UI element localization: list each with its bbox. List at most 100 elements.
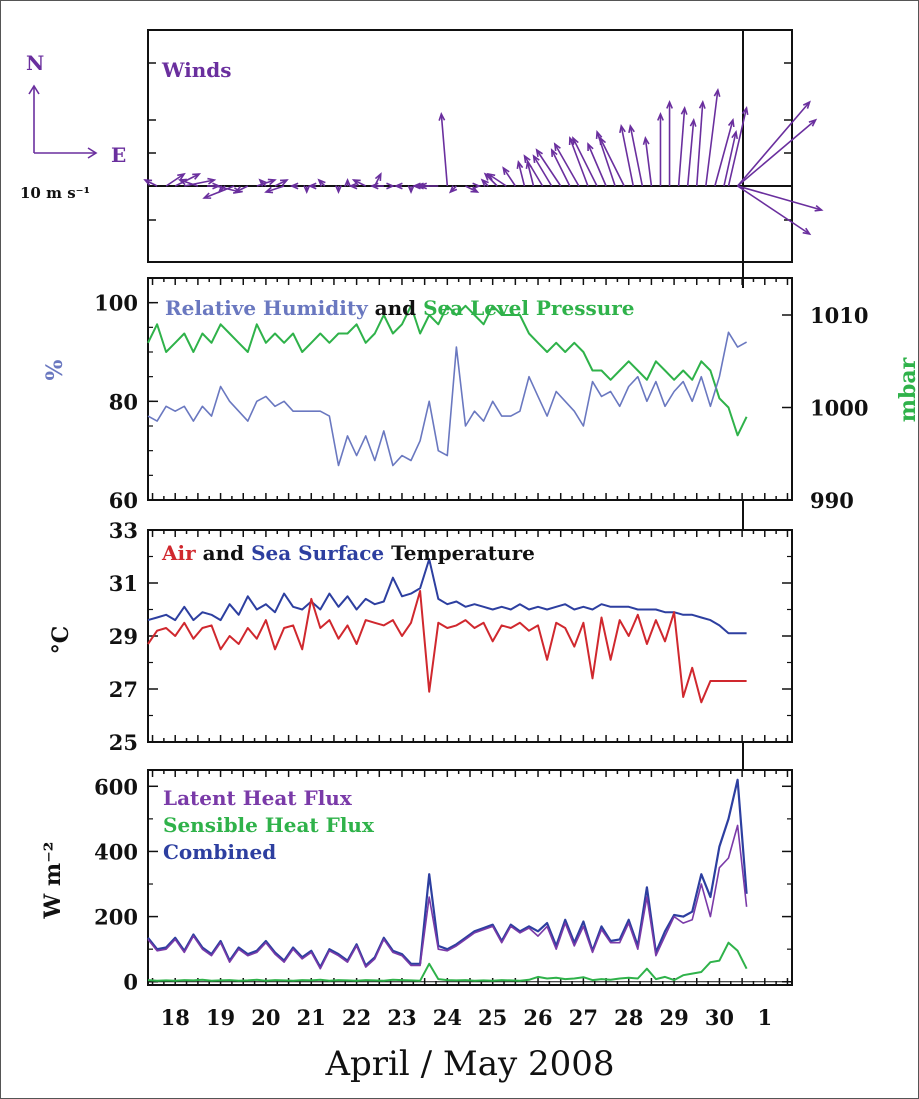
wind-vector [705, 89, 719, 187]
x-tick-label: 24 [433, 1005, 462, 1030]
wind-vector [677, 107, 686, 187]
x-tick-label: 26 [523, 1005, 552, 1030]
wind-vector-head [550, 148, 558, 158]
wind-vector-head [587, 142, 594, 152]
wind-vector-head [386, 182, 395, 190]
wind-vector [620, 125, 635, 187]
wind-vector-head [351, 179, 361, 186]
wind-vector [184, 179, 215, 187]
x-tick-label: 23 [387, 1005, 416, 1030]
sst-line [147, 558, 747, 635]
wind-vector [526, 161, 535, 187]
wind-vector-head [233, 186, 243, 193]
temperature-title: Air and Sea Surface Temperature [161, 541, 535, 565]
y-right-tick-label: 1010 [810, 303, 868, 328]
wind-vector-head [412, 182, 421, 190]
wind-vector [599, 137, 625, 187]
wind-vector-head [348, 182, 358, 190]
x-tick-label: 28 [614, 1005, 643, 1030]
compass-north-head [28, 84, 40, 95]
wind-vector-head [666, 99, 674, 109]
x-tick-label: 29 [659, 1005, 688, 1030]
wind-vector [144, 179, 158, 187]
title-part: Relative Humidity [165, 296, 369, 320]
wind-vector-head [628, 123, 635, 134]
x-tick-label: 19 [206, 1005, 235, 1030]
x-tick-label: 25 [478, 1005, 507, 1030]
wind-vector [484, 173, 498, 187]
y-tick-label: 33 [109, 518, 138, 543]
wind-vector-head [523, 154, 531, 164]
wind-vector [554, 143, 580, 187]
wind-vector-head [731, 129, 739, 140]
wind-vector-head [177, 172, 186, 181]
compass-east-head [87, 147, 98, 159]
wind-vector-head [303, 185, 311, 195]
x-tick-label: 30 [705, 1005, 734, 1030]
wind-vector [569, 137, 589, 187]
wind-vector-head [407, 185, 415, 195]
wind-vector [265, 185, 285, 193]
wind-vector [737, 185, 811, 235]
panel-1-frame [147, 29, 793, 263]
rh-line [147, 331, 747, 467]
wind-vector-head [595, 130, 603, 140]
y-tick-label: 80 [109, 389, 138, 414]
wind-vector-head [289, 182, 299, 190]
x-tick-label: 18 [161, 1005, 190, 1030]
wind-vector-head [258, 178, 267, 187]
wind-vector [487, 173, 507, 187]
wind-vector [502, 167, 517, 187]
title-part: Temperature [384, 541, 535, 565]
wind-vector [695, 101, 704, 187]
wind-vector-head [516, 160, 524, 170]
wind-vector [737, 119, 817, 187]
wind-vector-head [642, 135, 650, 145]
y-tick-label: 29 [109, 624, 138, 649]
wind-vector-head [619, 123, 626, 134]
wind-vector [551, 149, 571, 187]
wind-vector-head [680, 105, 688, 115]
title-part: and [196, 541, 251, 565]
wind-vector-head [727, 118, 735, 128]
wind-vector-head [415, 182, 424, 190]
wind-vector [714, 119, 734, 187]
wind-vector-head [448, 185, 458, 194]
x-tick-label: 22 [342, 1005, 371, 1030]
wind-vector-head [808, 118, 818, 127]
x-axis-title: April / May 2008 [324, 1044, 614, 1084]
wind-vector-head [267, 178, 277, 186]
wind-vector-head [192, 173, 202, 180]
wind-vector [629, 125, 644, 187]
x-tick-label: 21 [297, 1005, 326, 1030]
wind-vector [274, 179, 288, 187]
wind-vector [517, 161, 526, 187]
compass-east-label: E [111, 143, 126, 167]
y-right-tick-label: 990 [810, 488, 854, 513]
legend-entry: Sensible Heat Flux [163, 813, 375, 837]
wind-vector-head [307, 182, 317, 190]
wind-vector-head [438, 111, 446, 121]
wind-vector [235, 185, 249, 193]
wind-vector [174, 173, 200, 187]
wind-vector-head [486, 172, 496, 181]
wind-vector-head [279, 179, 289, 186]
legend-entry: Latent Heat Flux [163, 786, 353, 810]
wind-panel-title: Winds [161, 58, 232, 82]
wind-vector [644, 137, 653, 187]
wind-vector [686, 119, 695, 187]
wind-vector-head [532, 154, 540, 164]
x-tick-label: 27 [569, 1005, 598, 1030]
wind-vector-head [502, 166, 510, 176]
wind-vector-head [207, 177, 217, 185]
wind-vector-head [472, 182, 482, 190]
y-tick-label: 200 [94, 905, 138, 930]
temperature-axis-title: °C [48, 626, 74, 655]
y-tick-label: 25 [109, 730, 138, 755]
wind-vector [727, 107, 748, 187]
wind-vector-head [689, 117, 697, 127]
wind-vector-head [713, 87, 721, 97]
wind-vector-head [657, 111, 664, 121]
compass-north-label: N [26, 51, 44, 75]
